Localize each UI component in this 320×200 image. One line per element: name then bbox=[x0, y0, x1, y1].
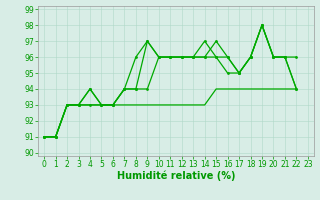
X-axis label: Humidité relative (%): Humidité relative (%) bbox=[117, 171, 235, 181]
